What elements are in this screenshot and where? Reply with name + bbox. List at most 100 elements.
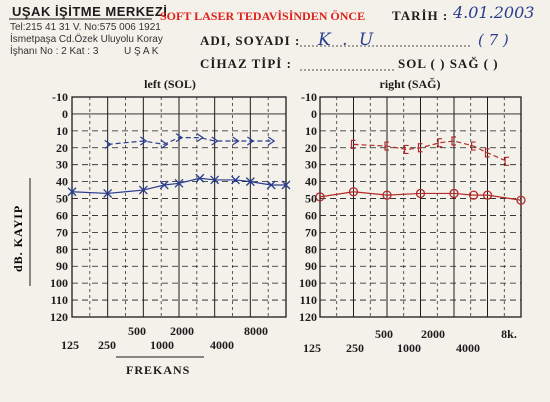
data-point-x <box>195 173 205 183</box>
x-tick-label: 8000 <box>244 324 268 338</box>
y-axis-label: dB. KAYIP <box>11 205 25 272</box>
data-point-o <box>449 188 459 199</box>
chart-title-left: left (SOL) <box>144 77 196 91</box>
y-tick-label: 0 <box>311 107 317 121</box>
right-ear-chart: right (SAĞ) -10 0 10 20 30 40 50 60 70 80 90 100 110 1… <box>299 77 526 355</box>
data-point-bracket <box>451 136 456 146</box>
data-point-x <box>67 187 77 197</box>
data-point-o <box>315 192 325 202</box>
clinic-address-line1: İsmetpaşa Cd.Özek Uluyolu Koray <box>10 34 163 45</box>
data-point-bracket <box>470 141 476 151</box>
y-tick-label: 70 <box>305 225 317 239</box>
data-point-o <box>468 190 479 200</box>
data-point-o <box>516 195 526 205</box>
y-tick-label: 80 <box>56 242 68 256</box>
data-point-bracket <box>437 138 443 148</box>
device-label: CİHAZ TİPİ : <box>200 56 292 71</box>
x-tick-label: 1000 <box>150 338 174 352</box>
y-tick-label: 20 <box>305 141 317 155</box>
y-tick-label: 70 <box>56 225 68 239</box>
y-tick-label: 30 <box>305 158 317 172</box>
y-tick-label: 120 <box>50 310 68 324</box>
y-tick-label: 40 <box>56 175 68 189</box>
date-value: 4.01.2003 <box>453 3 535 22</box>
data-point-bracket <box>403 144 409 155</box>
x-tick-label: 250 <box>98 338 116 352</box>
chart-title-right: right (SAĞ) <box>380 77 441 91</box>
data-point-x <box>159 180 169 190</box>
data-point-arrow <box>196 133 204 143</box>
y-tick-label: 80 <box>305 242 317 256</box>
x-tick-label: 500 <box>375 327 393 341</box>
x-tick-label: 2000 <box>170 324 194 338</box>
data-point-x <box>281 180 291 190</box>
y-tick-label: -10 <box>301 90 317 104</box>
y-tick-label: 50 <box>56 192 68 206</box>
x-tick-label: 250 <box>346 341 364 355</box>
data-point-arrow <box>140 136 148 146</box>
y-tick-label: 20 <box>56 141 68 155</box>
data-point-o <box>382 190 392 200</box>
y-tick-label: 0 <box>62 107 68 121</box>
y-tick-label: -10 <box>52 90 68 104</box>
series-line-right-1 <box>319 191 522 201</box>
y-tick-label: 10 <box>56 124 68 138</box>
data-point-bracket <box>350 139 356 149</box>
clinic-name: UŞAK İŞİTME MERKEZİ <box>12 4 168 19</box>
data-point-x <box>210 175 220 185</box>
name-label: ADI, SOYADI : <box>200 33 301 48</box>
clinic-address-line2: İşhanı No : 2 Kat : 3 <box>10 46 99 57</box>
data-point-arrow <box>267 136 276 146</box>
x-tick-label: 2000 <box>421 327 445 341</box>
data-point-x <box>174 178 184 188</box>
x-tick-label: 1000 <box>397 341 421 355</box>
x-tick-label: 4000 <box>210 338 234 352</box>
y-tick-label: 110 <box>51 293 68 307</box>
y-tick-label: 10 <box>305 124 317 138</box>
data-point-o <box>482 190 493 200</box>
x-tick-label: 4000 <box>456 341 480 355</box>
y-tick-label: 100 <box>299 276 317 290</box>
data-point-arrow <box>175 133 184 143</box>
x-tick-label: 125 <box>61 338 79 352</box>
data-point-bracket <box>504 156 510 166</box>
series-line-right-0 <box>353 140 508 162</box>
left-ear-chart: left (SOL) -10 0 10 20 30 40 50 60 70 80 90 100 110 12… <box>50 77 291 352</box>
data-point-arrow <box>104 139 112 149</box>
data-point-o <box>348 187 359 197</box>
y-tick-label: 60 <box>56 208 68 222</box>
treatment-title: SOFT LASER TEDAVİSİNDEN ÖNCE <box>160 9 366 23</box>
date-label: TARİH : <box>392 8 449 23</box>
y-tick-label: 90 <box>56 259 68 273</box>
data-point-x <box>245 177 255 187</box>
y-tick-label: 40 <box>305 175 317 189</box>
data-point-x <box>231 175 240 185</box>
data-point-arrow <box>232 136 240 146</box>
name-value: K . U <box>318 30 377 50</box>
data-point-o <box>415 188 426 199</box>
clinic-city: U Ş A K <box>124 46 159 57</box>
x-tick-label: 500 <box>128 324 146 338</box>
chart-frame-right <box>319 96 522 318</box>
name-extra: ( 7 ) <box>478 31 509 49</box>
clinic-phone: Tel:215 41 31 V. No:575 006 1921 <box>10 22 161 33</box>
form-lines <box>9 18 470 71</box>
data-point-bracket <box>417 143 423 153</box>
data-point-bracket <box>484 148 490 158</box>
data-point-x <box>138 185 148 195</box>
y-tick-label: 100 <box>50 276 68 290</box>
data-point-x <box>103 189 113 198</box>
chart-frame-left <box>71 96 287 318</box>
data-point-bracket <box>384 141 389 151</box>
y-tick-label: 120 <box>299 310 317 324</box>
data-point-x <box>266 180 276 190</box>
x-tick-label: 8k. <box>501 327 517 341</box>
series-line-left-0 <box>107 137 272 145</box>
y-tick-label: 50 <box>305 192 317 206</box>
y-tick-label: 90 <box>305 259 317 273</box>
y-tick-label: 110 <box>300 293 317 307</box>
x-axis-label: FREKANS <box>126 363 191 377</box>
side-label: SOL ( ) SAĞ ( ) <box>398 56 499 71</box>
x-tick-label: 125 <box>303 341 321 355</box>
